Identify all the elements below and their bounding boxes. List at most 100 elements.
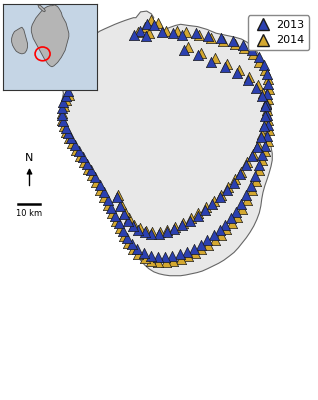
- Point: [264, 101, 269, 108]
- Point: [265, 106, 270, 113]
- Point: [199, 246, 204, 252]
- Point: [198, 242, 203, 248]
- Point: [265, 133, 270, 139]
- Point: [137, 27, 142, 34]
- Point: [178, 256, 183, 263]
- Point: [257, 167, 262, 173]
- Point: [212, 237, 217, 243]
- Point: [181, 47, 186, 53]
- Point: [258, 134, 263, 140]
- Point: [69, 135, 74, 141]
- Point: [266, 122, 271, 128]
- Point: [109, 210, 114, 216]
- Point: [255, 141, 260, 148]
- Point: [244, 192, 249, 198]
- Point: [102, 194, 107, 200]
- Point: [141, 250, 146, 256]
- Point: [172, 226, 177, 232]
- Point: [60, 110, 65, 116]
- Point: [194, 30, 199, 36]
- Point: [180, 220, 185, 226]
- Point: [250, 50, 255, 57]
- Point: [72, 141, 77, 148]
- Polygon shape: [38, 5, 45, 12]
- Point: [259, 131, 264, 137]
- Point: [106, 202, 111, 208]
- Point: [132, 221, 137, 228]
- Point: [197, 32, 202, 38]
- Point: [244, 162, 249, 168]
- Point: [142, 229, 147, 236]
- Point: [149, 258, 154, 264]
- Point: [229, 220, 234, 226]
- Point: [233, 176, 238, 183]
- Point: [256, 162, 261, 168]
- Point: [256, 53, 261, 60]
- Point: [222, 64, 227, 70]
- Point: [170, 258, 176, 264]
- Point: [105, 197, 110, 203]
- Point: [262, 67, 267, 73]
- Point: [224, 226, 229, 232]
- Point: [265, 112, 270, 118]
- Point: [132, 32, 137, 38]
- Point: [73, 146, 78, 153]
- Point: [265, 91, 270, 97]
- Point: [117, 203, 122, 209]
- Point: [249, 187, 254, 194]
- Point: [225, 184, 230, 190]
- Point: [248, 182, 253, 189]
- Point: [206, 242, 211, 248]
- Point: [164, 229, 169, 236]
- Point: [265, 71, 270, 77]
- Point: [259, 93, 264, 100]
- Point: [174, 28, 179, 34]
- Point: [60, 116, 65, 123]
- Point: [61, 102, 66, 109]
- Point: [59, 112, 65, 118]
- Point: [217, 194, 222, 200]
- Point: [204, 204, 209, 210]
- Point: [119, 201, 124, 207]
- Point: [185, 253, 190, 260]
- Point: [117, 225, 122, 232]
- Point: [245, 197, 250, 203]
- Point: [212, 55, 217, 62]
- Point: [163, 259, 169, 265]
- Point: [260, 90, 266, 96]
- Point: [232, 40, 237, 47]
- Point: [142, 24, 147, 31]
- Point: [191, 245, 197, 252]
- Point: [261, 62, 266, 69]
- Point: [262, 120, 267, 127]
- Point: [206, 33, 211, 39]
- Point: [192, 250, 197, 256]
- Point: [235, 70, 240, 76]
- Point: [93, 174, 98, 180]
- Point: [239, 168, 244, 175]
- Point: [240, 206, 245, 212]
- Point: [63, 124, 68, 131]
- Point: [254, 144, 259, 150]
- Point: [90, 172, 95, 178]
- Point: [218, 232, 223, 238]
- Point: [177, 251, 182, 258]
- Point: [131, 246, 136, 252]
- Point: [231, 38, 236, 44]
- Point: [143, 33, 148, 39]
- Point: [234, 208, 239, 215]
- Point: [85, 161, 90, 167]
- Point: [184, 248, 189, 255]
- Point: [183, 29, 189, 35]
- Legend: 2013, 2014: 2013, 2014: [248, 16, 309, 50]
- Point: [259, 152, 264, 159]
- Point: [69, 140, 74, 146]
- Point: [116, 220, 121, 226]
- Point: [66, 92, 71, 98]
- Point: [237, 67, 242, 73]
- Point: [89, 167, 94, 173]
- Point: [173, 224, 178, 230]
- Point: [180, 222, 185, 228]
- Point: [225, 187, 230, 194]
- Point: [121, 210, 126, 217]
